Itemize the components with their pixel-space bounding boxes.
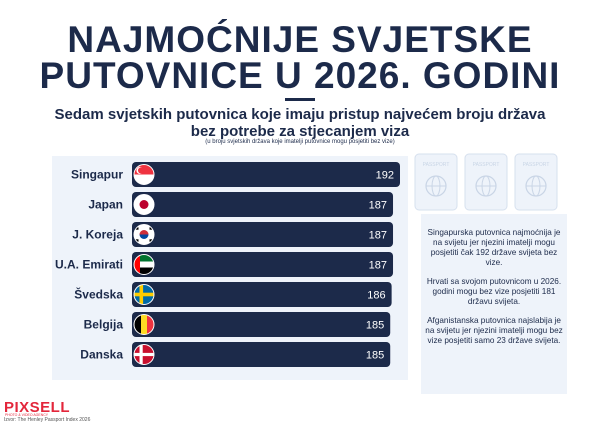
bar [132, 282, 392, 307]
info-paragraph-croatia: Hrvati sa svojom putovnicom u 2026. godi… [426, 277, 562, 306]
bar [132, 222, 394, 247]
passport-icon: PASSPORT [464, 153, 508, 211]
value-label: 187 [369, 230, 387, 242]
info-paragraph-singapore: Singapurska putovnica najmoćnija je na s… [427, 228, 561, 267]
value-label: 192 [376, 170, 394, 182]
bar-chart: Singapur 192 Japan 187 J. Koreja 187 U.A. Emir… [55, 162, 400, 367]
chart-panel: Singapur 192 Japan 187 J. Koreja 187 U.A. Emir… [52, 156, 408, 380]
flag-icon [133, 164, 155, 185]
passport-text-1: PASSPORT [423, 162, 450, 168]
value-label: 185 [366, 320, 384, 332]
flag-icon [133, 284, 155, 305]
subtitle-line-1: Sedam svjetskih putovnica koje imaju pri… [54, 106, 546, 123]
info-paragraph-afghanistan: Afganistanska putovnica najslabija je na… [425, 316, 563, 345]
bar [132, 312, 391, 337]
logo-subtitle: PHOTO & VIDEO AGENCY [5, 413, 49, 417]
info-text: Singapurska putovnica najmoćnija je na s… [424, 228, 564, 355]
passport-text-3: PASSPORT [523, 162, 550, 168]
subtitle-line-2: bez potrebe za stjecanjem viza [190, 123, 410, 140]
category-label: Belgija [84, 318, 124, 332]
category-label: Singapur [71, 168, 123, 182]
passport-icon: PASSPORT [414, 153, 458, 211]
page-title: NAJMOĆNIJE SVJETSKE PUTOVNICE U 2026. GO… [0, 19, 600, 96]
pixsell-logo: PIXSELL [4, 399, 71, 416]
flag-icon [133, 254, 155, 275]
subtitle-note: (u broju svjetskih država koje imatelji … [205, 139, 395, 145]
category-label: U.A. Emirati [55, 258, 123, 272]
flag-icon [133, 194, 155, 215]
value-label: 186 [367, 290, 385, 302]
bar [132, 162, 400, 187]
flag-icon [133, 314, 155, 335]
title-line-2: PUTOVNICE U 2026. GODINI [39, 55, 561, 96]
value-label: 185 [366, 350, 384, 362]
flag-icon [133, 224, 155, 245]
passport-text-2: PASSPORT [473, 162, 500, 168]
bar [132, 192, 394, 217]
bar [132, 342, 391, 367]
category-label: Švedska [74, 287, 123, 302]
info-panel [421, 214, 567, 394]
category-label: Danska [80, 348, 123, 362]
category-label: Japan [88, 198, 123, 212]
source-note: Izvor: The Henley Passport Index 2026 [4, 417, 91, 423]
value-label: 187 [369, 200, 387, 212]
title-line-1: NAJMOĆNIJE SVJETSKE [67, 19, 533, 60]
category-label: J. Koreja [72, 228, 123, 242]
passport-icons: PASSPORT PASSPORT PASSPORT [414, 153, 558, 211]
value-label: 187 [369, 260, 387, 272]
title-underline [285, 98, 315, 101]
passport-icon: PASSPORT [514, 153, 558, 211]
flag-icon [133, 344, 155, 365]
subtitle: Sedam svjetskih putovnica koje imaju pri… [0, 106, 600, 140]
bar [132, 252, 394, 277]
